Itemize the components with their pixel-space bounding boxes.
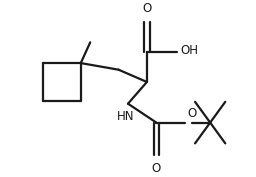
Text: HN: HN <box>117 110 135 123</box>
Text: O: O <box>142 2 152 15</box>
Text: OH: OH <box>180 44 198 57</box>
Text: O: O <box>152 162 161 175</box>
Text: O: O <box>187 107 197 120</box>
